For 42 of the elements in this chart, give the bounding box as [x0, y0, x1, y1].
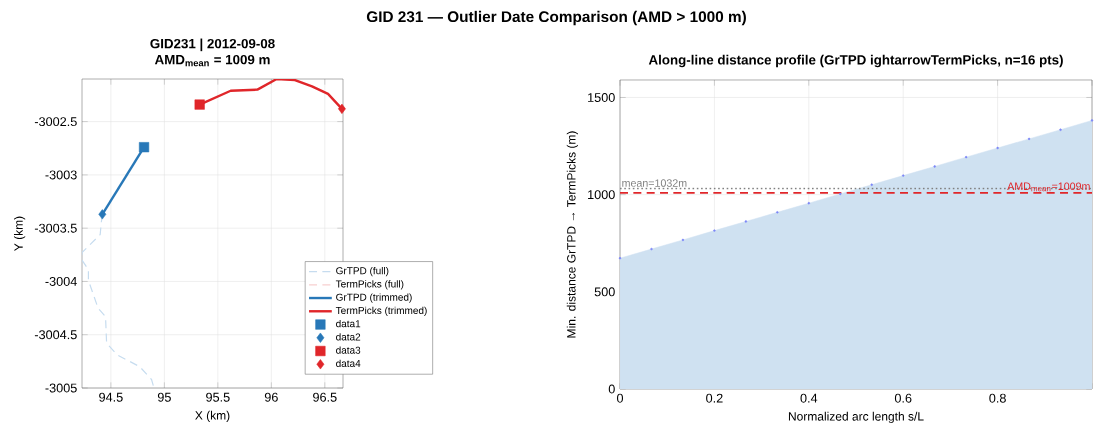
point: [338, 103, 346, 114]
point: [138, 142, 150, 153]
x-axis-title: X (km): [195, 410, 230, 423]
y-tick-label: -3002.5: [34, 117, 77, 127]
y-tick-label: -3004.5: [34, 330, 77, 340]
x-tick-label: 96: [264, 392, 278, 402]
x-tick-label: 95: [157, 392, 171, 402]
y-tick-label: 0: [608, 384, 615, 394]
chart-title: Along-line distance profile (GrTPD ightarrowTermPicks, n=16 pts): [648, 54, 1063, 68]
legend-label: TermPicks (trimmed): [335, 306, 427, 316]
legend-label: data4: [336, 359, 361, 367]
legend-label: TermPicks (full): [335, 280, 404, 290]
y-tick-label: -3005: [45, 383, 77, 393]
x-tick-label: 0.4: [800, 393, 818, 403]
ref-line-label: mean=1032m: [622, 179, 687, 187]
x-axis-title: Normalized arc length s/L: [788, 411, 924, 424]
legend-label: data2: [336, 333, 361, 341]
legend-label: GrTPD (trimmed): [336, 293, 412, 303]
y-tick-label: 1000: [588, 190, 615, 200]
x-tick-label: 94.5: [99, 392, 123, 402]
y-axis-title: Min. distance GrTPD → TermPicks (m): [566, 131, 578, 338]
y-tick-label: -3003: [45, 170, 77, 180]
y-tick-label: -3003.5: [34, 223, 77, 233]
chart-title: GID231 | 2012-09-08: [150, 38, 275, 52]
legend-label: data1: [336, 319, 361, 328]
x-tick-label: 95.5: [206, 392, 230, 402]
point: [194, 99, 205, 110]
legend-label: GrTPD (full): [336, 266, 389, 277]
x-tick-label: 0.2: [706, 393, 723, 403]
y-tick-label: -3004: [45, 276, 77, 286]
y-tick-label: 500: [594, 287, 615, 297]
x-tick-label: 0.6: [894, 393, 912, 403]
ref-line-label: AMD$_{mean}$=1009m: [1007, 182, 1090, 192]
text: GID 231 — Outlier Date Comparison (AMD > 1000 m): [366, 10, 746, 26]
chart-subtitle: AMD$_{mean}$ = 1009 m: [154, 54, 270, 67]
x-tick-label: 0: [616, 393, 624, 403]
y-tick-label: 1500: [588, 93, 615, 102]
y-axis-title: Y (km): [13, 216, 26, 251]
legend-label: data3: [336, 346, 361, 354]
point: [98, 209, 107, 220]
x-tick-label: 0.8: [989, 393, 1006, 403]
x-tick-label: 96.5: [313, 392, 337, 402]
